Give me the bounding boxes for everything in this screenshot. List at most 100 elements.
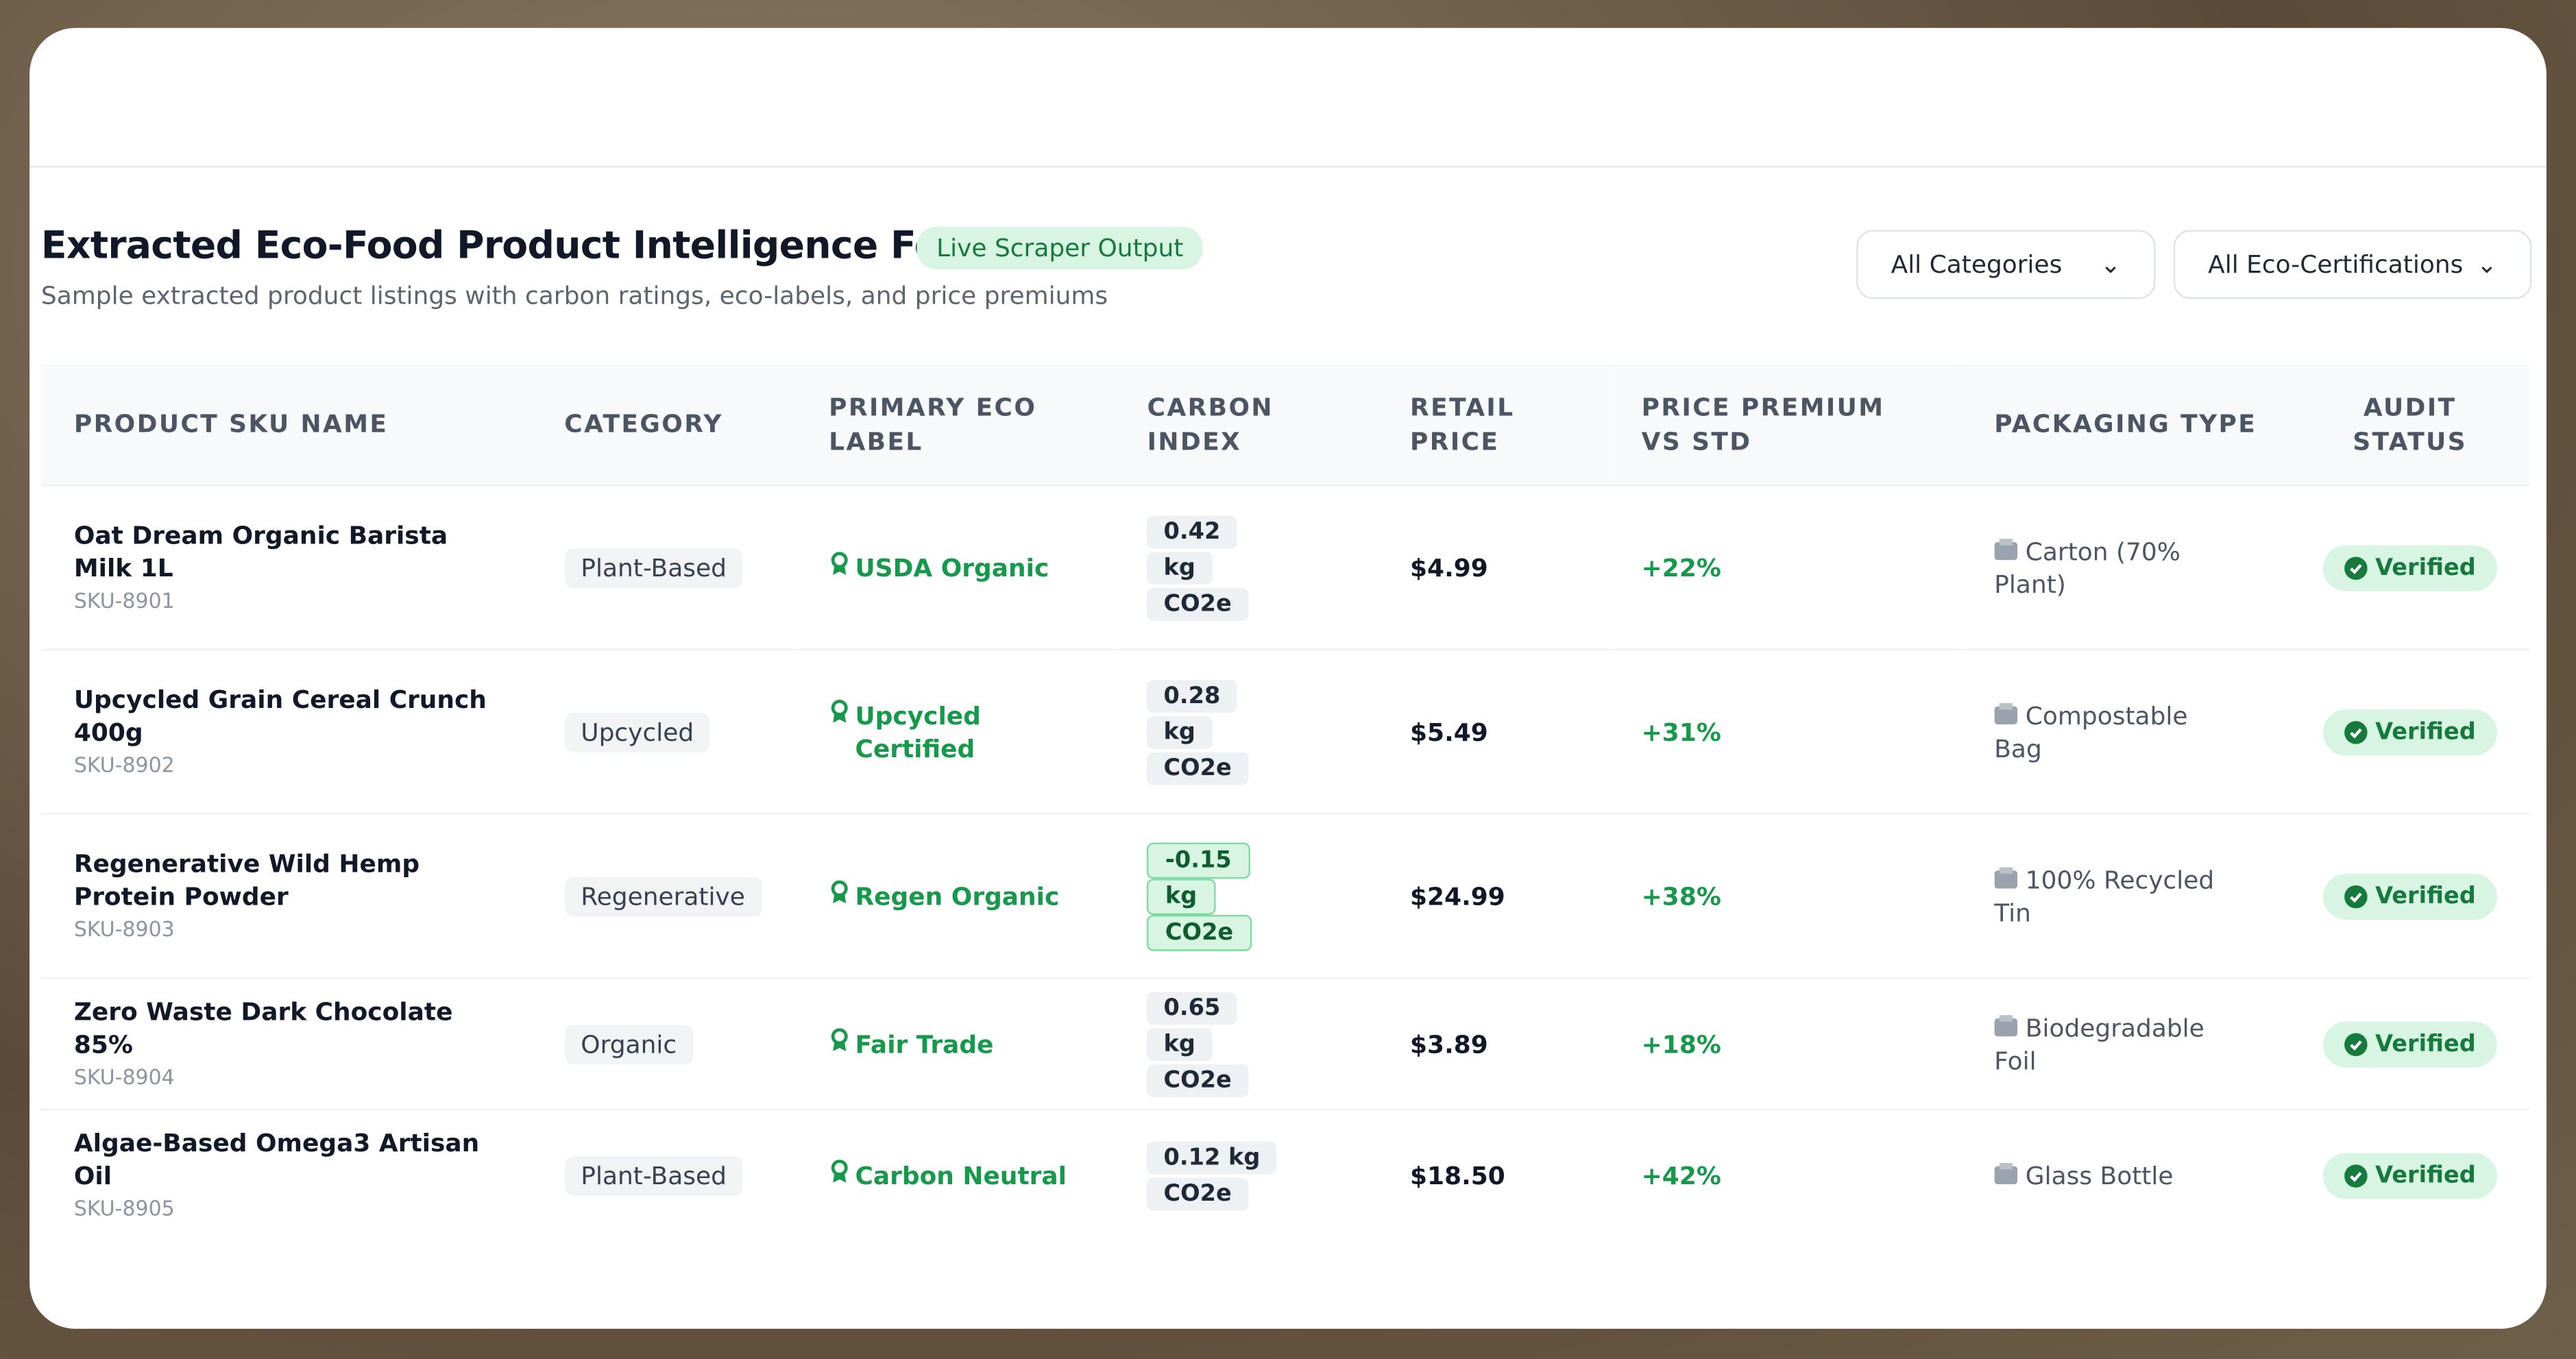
carbon-chip: 0.28 kg CO2e — [1147, 679, 1248, 785]
packaging: 100% Recycled Tin — [1994, 863, 2224, 929]
eco-cell: USDA Organic — [796, 485, 1115, 650]
status-text: Verified — [2375, 883, 2476, 909]
packaging-text: Carton (70% Plant) — [1994, 536, 2180, 599]
eco-label: Carbon Neutral — [829, 1159, 1082, 1192]
category-chip: Plant-Based — [564, 548, 743, 587]
premium-cell: +18% — [1608, 977, 1962, 1110]
eco-text: Regen Organic — [855, 881, 1060, 911]
eco-text: Upcycled Certified — [855, 700, 981, 763]
icon — [2344, 1164, 2368, 1188]
packaging-cell: Biodegradable Foil — [1961, 977, 2290, 1110]
name-cell: Zero Waste Dark Chocolate 85% SKU-8904 — [40, 977, 532, 1110]
eco-label: Fair Trade — [829, 1027, 1082, 1060]
status-badge: Verified — [2322, 709, 2497, 755]
category-chip: Plant-Based — [564, 1155, 743, 1196]
table-body: Oat Dream Organic Barista Milk 1L SKU-890… — [40, 485, 2530, 1241]
packaging-cell: Glass Bottle — [1961, 1108, 2290, 1241]
packaging: Carton (70% Plant) — [1994, 535, 2224, 600]
packaging-text: 100% Recycled Tin — [1994, 864, 2215, 927]
price: $18.50 — [1410, 1160, 1505, 1191]
status-text: Verified — [2375, 1030, 2476, 1057]
card: Extracted Eco-Food Product Intelligence … — [29, 27, 2547, 1329]
icon — [2344, 720, 2368, 744]
product-row: Zero Waste Dark Chocolate 85% SKU-8904 Org… — [40, 977, 2530, 1110]
column-header: PRODUCT SKU NAME — [40, 365, 532, 486]
packaging-text: Compostable Bag — [1994, 700, 2188, 763]
header-row: PRODUCT SKU NAME CATEGORY PRIMARY ECO LABE… — [40, 365, 2530, 486]
column-header: PRIMARY ECO LABEL — [796, 365, 1115, 486]
name-cell: Algae-Based Omega3 Artisan Oil SKU-8905 — [40, 1108, 532, 1241]
status-cell: Verified — [2289, 813, 2530, 979]
carbon-chip: 0.65 kg CO2e — [1147, 991, 1248, 1097]
product-table: PRODUCT SKU NAME CATEGORY PRIMARY ECO LABE… — [40, 365, 2530, 1241]
status-text: Verified — [2375, 718, 2476, 745]
status-text: Verified — [2375, 554, 2476, 581]
carbon-chip: -0.15 kg CO2e — [1147, 842, 1252, 951]
sku: SKU-8902 — [73, 751, 175, 776]
premium: +31% — [1641, 717, 1721, 747]
cert-filter[interactable]: All Eco-Certifications ⌄ — [2173, 230, 2532, 299]
status-cell: Verified — [2289, 1108, 2530, 1241]
icon — [1994, 537, 2026, 560]
category-cell: Plant-Based — [531, 1108, 797, 1241]
carbon-wrap: 0.65 kg CO2e — [1147, 990, 1250, 1098]
icon — [1994, 1162, 2026, 1184]
carbon-cell: 0.28 kg CO2e — [1114, 648, 1378, 814]
icon — [829, 1027, 849, 1052]
chevron: ⌄ — [2476, 249, 2497, 280]
packaging-cell: Compostable Bag — [1961, 648, 2290, 814]
carbon-chip: 0.12 kg CO2e — [1147, 1141, 1277, 1210]
product-name: Regenerative Wild Hemp Protein Powder — [73, 848, 420, 911]
eco-cell: Upcycled Certified — [796, 648, 1115, 814]
icon — [1994, 866, 2026, 888]
premium-cell: +22% — [1608, 485, 1962, 650]
product-name: Zero Waste Dark Chocolate 85% — [73, 996, 453, 1059]
price: $24.99 — [1410, 881, 1505, 911]
name-cell: Oat Dream Organic Barista Milk 1L SKU-890… — [40, 485, 532, 650]
name-cell: Regenerative Wild Hemp Protein Powder SKU… — [40, 813, 532, 979]
eco-cell: Fair Trade — [796, 977, 1115, 1110]
icon — [829, 551, 849, 576]
packaging: Biodegradable Foil — [1994, 1011, 2224, 1077]
carbon-cell: 0.12 kg CO2e — [1114, 1108, 1378, 1241]
carbon-wrap: 0.28 kg CO2e — [1147, 678, 1250, 786]
column-header: PACKAGING TYPE — [1961, 365, 2290, 486]
category-chip: Organic — [564, 1024, 694, 1064]
icon — [1994, 702, 2026, 724]
category-filter[interactable]: All Categories ⌄ — [1856, 230, 2156, 299]
filter-text: All Categories — [1891, 249, 2063, 280]
sku: SKU-8903 — [73, 916, 175, 941]
premium-cell: +42% — [1608, 1108, 1962, 1241]
status-cell: Verified — [2289, 485, 2530, 650]
column-header: RETAIL PRICE — [1377, 365, 1609, 486]
status-text: Verified — [2375, 1162, 2476, 1189]
icon — [829, 879, 849, 904]
sku: SKU-8905 — [73, 1195, 175, 1221]
icon — [2344, 556, 2368, 579]
packaging-text: Glass Bottle — [2025, 1160, 2174, 1191]
status-cell: Verified — [2289, 977, 2530, 1110]
category-cell: Organic — [531, 977, 797, 1110]
carbon-chip: 0.42 kg CO2e — [1147, 515, 1248, 620]
product-row: Upcycled Grain Cereal Crunch 400g SKU-890… — [40, 648, 2530, 814]
status-badge: Verified — [2322, 1152, 2497, 1199]
status-badge: Verified — [2322, 872, 2497, 919]
packaging-cell: 100% Recycled Tin — [1961, 813, 2290, 979]
column-header: CARBON INDEX — [1114, 365, 1378, 486]
category-chip: Upcycled — [564, 711, 711, 752]
title: Extracted Eco-Food Product Intelligence … — [40, 225, 992, 268]
premium: +38% — [1641, 881, 1721, 911]
status-cell: Verified — [2289, 648, 2530, 814]
carbon-wrap: 0.42 kg CO2e — [1147, 513, 1250, 622]
packaging: Compostable Bag — [1994, 699, 2224, 765]
price-cell: $18.50 — [1377, 1108, 1609, 1241]
sku: SKU-8901 — [73, 587, 175, 612]
eco-text: Carbon Neutral — [855, 1160, 1067, 1191]
subtitle: Sample extracted product listings with c… — [40, 280, 1108, 310]
carbon-cell: 0.42 kg CO2e — [1114, 485, 1378, 650]
product-row: Oat Dream Organic Barista Milk 1L SKU-890… — [40, 485, 2530, 650]
status-badge: Verified — [2322, 1020, 2497, 1067]
product-name: Algae-Based Omega3 Artisan Oil — [73, 1127, 480, 1191]
product-row: Regenerative Wild Hemp Protein Powder SKU… — [40, 813, 2530, 979]
